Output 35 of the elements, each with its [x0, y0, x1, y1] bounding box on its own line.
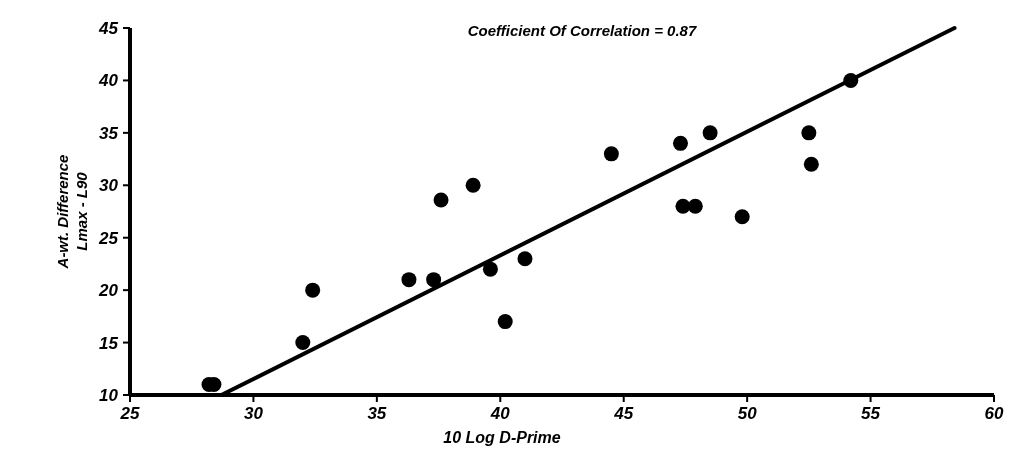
point — [803, 156, 819, 172]
x-tick-label: 35 — [367, 404, 387, 423]
y-tick-label: 25 — [98, 228, 119, 248]
point — [465, 177, 481, 193]
y-tick-label: 30 — [99, 176, 119, 196]
point — [305, 282, 321, 298]
x-tick-label: 60 — [984, 404, 1004, 423]
x-tick-label: 50 — [737, 404, 758, 423]
annotation: Coefficient Of Correlation = 0.87 — [467, 22, 697, 39]
point — [734, 209, 750, 225]
point — [482, 261, 498, 277]
point — [687, 198, 703, 214]
x-tick-label: 25 — [119, 404, 140, 423]
point — [426, 272, 442, 288]
y-tick-label: 35 — [99, 123, 119, 143]
x-tick-label: 55 — [861, 404, 881, 423]
y-tick-label: 10 — [99, 385, 119, 405]
point — [672, 135, 688, 151]
y-axis-title: A-wt. Difference Lmax - L90 — [54, 154, 90, 270]
y-tick-label: 15 — [99, 333, 119, 353]
point — [433, 192, 449, 208]
y-tick-label: 45 — [98, 18, 119, 38]
point — [401, 272, 417, 288]
y-tick-label: 40 — [98, 71, 119, 91]
x-tick-label: 30 — [243, 404, 264, 423]
x-tick-label: 45 — [613, 404, 634, 423]
y-tick-label: 20 — [98, 281, 119, 301]
point — [497, 314, 513, 330]
point — [517, 251, 533, 267]
point — [603, 146, 619, 162]
point — [295, 335, 311, 351]
point — [801, 125, 817, 141]
x-axis-title: 10 Log D-Prime — [443, 429, 561, 446]
point — [702, 125, 718, 141]
x-tick-label: 40 — [489, 404, 511, 423]
